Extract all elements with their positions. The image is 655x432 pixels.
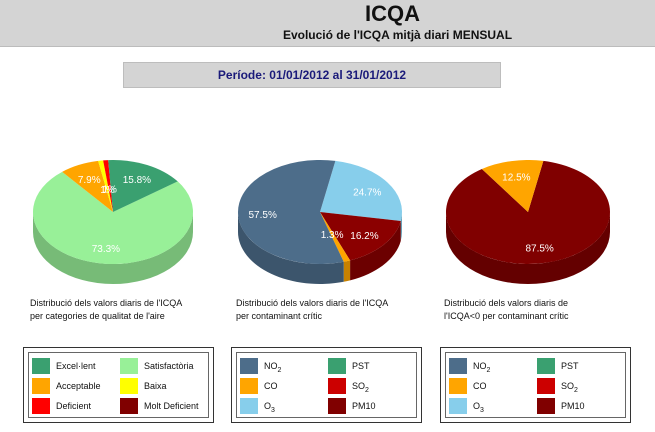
pollutant-legend-1: NO2 PST CO SO2 O3 PM10 bbox=[231, 347, 422, 423]
quality-legend: Excel·lent Satisfactòria Acceptable Baix… bbox=[23, 347, 214, 423]
legend-swatch bbox=[120, 398, 138, 414]
pie-slice bbox=[445, 160, 610, 264]
pie-slice-label: 15.8% bbox=[123, 175, 151, 186]
quality-legend-inner bbox=[28, 352, 209, 418]
period-box: Període: 01/01/2012 al 31/01/2012 bbox=[123, 62, 501, 88]
legend-label: Satisfactòria bbox=[144, 361, 194, 371]
chart1-caption: Distribució dels valors diaris de l'ICQA… bbox=[30, 297, 182, 323]
pie-slice bbox=[238, 160, 344, 264]
chart2-caption-line1: Distribució dels valors diaris de l'ICQA bbox=[236, 298, 389, 308]
legend-label: O3 bbox=[264, 401, 275, 414]
pollutant-legend-inner bbox=[445, 352, 626, 418]
pie-slice-label: 73.3% bbox=[92, 244, 120, 255]
pie-slice bbox=[320, 160, 402, 222]
legend-swatch bbox=[240, 398, 258, 414]
legend-swatch bbox=[328, 358, 346, 374]
legend-swatch bbox=[32, 398, 50, 414]
legend-label: SO2 bbox=[561, 381, 578, 394]
chart2-caption: Distribució dels valors diaris de l'ICQA… bbox=[236, 297, 388, 323]
legend-label: PST bbox=[561, 361, 579, 371]
legend-swatch bbox=[120, 378, 138, 394]
chart1-caption-line2: per categories de qualitat de l'aire bbox=[30, 311, 165, 321]
legend-swatch bbox=[449, 378, 467, 394]
pie-slice-label: 57.5% bbox=[248, 210, 276, 221]
page-subtitle: Evolució de l'ICQA mitjà diari MENSUAL bbox=[282, 28, 513, 42]
legend-swatch bbox=[537, 358, 555, 374]
legend-swatch bbox=[449, 398, 467, 414]
legend-label: Acceptable bbox=[56, 381, 101, 391]
pie-slice bbox=[320, 212, 351, 262]
chart3-caption-line1: Distribució dels valors diaris de bbox=[444, 298, 569, 308]
pie-slice bbox=[103, 160, 113, 212]
pollutant-legend-inner bbox=[236, 352, 417, 418]
legend-label: NO2 bbox=[264, 361, 282, 374]
pie-slice-label: 1% bbox=[102, 185, 117, 196]
chart3-caption: Distribució dels valors diaris de l'ICQA… bbox=[444, 297, 569, 323]
pie-side bbox=[343, 260, 351, 282]
legend-swatch bbox=[240, 378, 258, 394]
legend-label: PM10 bbox=[352, 401, 376, 411]
pie-slice-label: 12.5% bbox=[502, 172, 530, 183]
pie-chart-1: 73.3%7.9%1%1%15.8% bbox=[33, 160, 194, 284]
pie-side bbox=[446, 212, 610, 284]
pie-slice-label: 16.2% bbox=[350, 231, 378, 242]
legend-swatch bbox=[328, 398, 346, 414]
pie-side bbox=[350, 221, 401, 281]
legend-label: Excel·lent bbox=[56, 361, 96, 371]
pie-side bbox=[400, 212, 402, 242]
legend-label: PM10 bbox=[561, 401, 585, 411]
chart1-caption-line1: Distribució dels valors diaris de l'ICQA bbox=[30, 298, 183, 308]
pie-slice-label: 87.5% bbox=[525, 244, 553, 255]
legend-label: CO bbox=[473, 381, 487, 391]
legend-label: O3 bbox=[473, 401, 484, 414]
legend-label: Deficient bbox=[56, 401, 92, 411]
pie-slice-label: 1% bbox=[100, 185, 115, 196]
legend-swatch bbox=[328, 378, 346, 394]
pie-side bbox=[33, 212, 193, 284]
legend-swatch bbox=[32, 358, 50, 374]
pie-slice-label: 24.7% bbox=[353, 187, 381, 198]
legend-swatch bbox=[537, 398, 555, 414]
legend-label: NO2 bbox=[473, 361, 491, 374]
chart3-caption-line2: l'ICQA<0 per contaminant crític bbox=[444, 311, 569, 321]
pie-slice bbox=[98, 160, 113, 212]
pie-slice-label: 7.9% bbox=[78, 175, 101, 186]
pie-slice-label: 1.3% bbox=[321, 230, 344, 241]
legend-swatch bbox=[449, 358, 467, 374]
legend-label: Molt Deficient bbox=[144, 401, 199, 411]
pie-chart-3: 87.5% 12.5% bbox=[445, 160, 610, 284]
pie-side bbox=[238, 212, 344, 284]
pie-slice bbox=[320, 212, 401, 261]
legend-label: SO2 bbox=[352, 381, 369, 394]
legend-label: CO bbox=[264, 381, 278, 391]
pie-slice bbox=[33, 171, 194, 264]
legend-swatch bbox=[240, 358, 258, 374]
pie-slice bbox=[108, 160, 178, 212]
legend-label: PST bbox=[352, 361, 370, 371]
page-title: ICQA bbox=[365, 1, 420, 26]
pie-charts: 73.3%7.9%1%1%15.8%24.7%16.2%1.3%57.5%87.… bbox=[33, 160, 610, 284]
header-bar: ICQA Evolució de l'ICQA mitjà diari MENS… bbox=[0, 0, 655, 47]
legend-label: Baixa bbox=[144, 381, 167, 391]
pie-slice bbox=[481, 160, 544, 212]
pie-chart-2: 24.7% 16.2% 1.3% 57.5% bbox=[238, 160, 402, 284]
legend-swatch bbox=[537, 378, 555, 394]
pollutant-legend-2: NO2 PST CO SO2 O3 PM10 bbox=[440, 347, 631, 423]
chart2-caption-line2: per contaminant crític bbox=[236, 311, 323, 321]
legend-swatch bbox=[32, 378, 50, 394]
pie-slice bbox=[62, 160, 113, 212]
legend-swatch bbox=[120, 358, 138, 374]
